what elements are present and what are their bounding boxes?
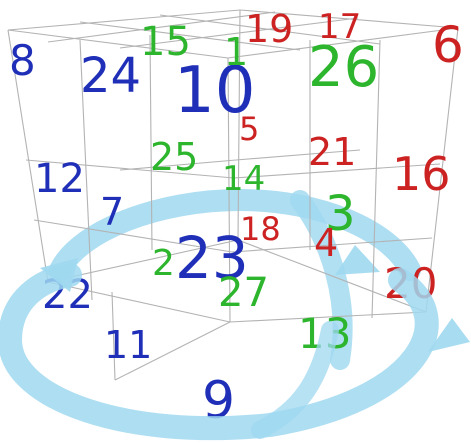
cube-number: 26 xyxy=(308,35,379,100)
cube-number: 17 xyxy=(318,7,361,47)
grid-line xyxy=(114,321,231,381)
cube-number: 27 xyxy=(218,270,269,316)
rotation-arrow-front xyxy=(0,258,470,441)
grid-line xyxy=(33,219,233,253)
rotation-arrowhead xyxy=(428,318,470,352)
grid-line xyxy=(231,237,433,253)
cube-number: 6 xyxy=(432,16,464,74)
grid-line xyxy=(47,11,276,43)
cube-number: 4 xyxy=(314,221,338,265)
cube-number: 16 xyxy=(392,147,451,201)
cube-number: 11 xyxy=(104,323,152,367)
grid-line xyxy=(425,27,459,313)
grid-line xyxy=(7,9,241,31)
grid-line xyxy=(79,39,93,301)
grid-line xyxy=(237,9,241,241)
grid-line xyxy=(233,163,441,179)
cube-number: 8 xyxy=(9,36,36,85)
cube-number: 10 xyxy=(174,54,255,128)
rotation-arrowhead xyxy=(40,258,78,292)
cube-number: 5 xyxy=(239,110,259,148)
cube-number: 14 xyxy=(222,159,265,199)
grid-line xyxy=(235,149,361,161)
cube-number: 24 xyxy=(80,48,141,104)
rotation-arrowhead xyxy=(335,245,380,275)
grid-line xyxy=(149,34,153,251)
grid-line xyxy=(229,311,427,323)
grid-line xyxy=(227,27,459,59)
cube-number: 2 xyxy=(152,243,175,284)
grid-line xyxy=(119,17,359,49)
cube-number: 12 xyxy=(34,156,85,202)
grid-line xyxy=(227,57,231,323)
grid-line xyxy=(7,29,229,59)
grid-line xyxy=(237,239,427,313)
grid-line xyxy=(119,159,237,171)
cube-number: 15 xyxy=(140,19,191,65)
rotation-arrow-band xyxy=(49,188,421,281)
cube-number: 7 xyxy=(100,190,124,234)
rotation-arrow-band xyxy=(251,321,339,439)
cube-number: 18 xyxy=(240,210,281,248)
grid-line xyxy=(47,281,231,323)
grid-line xyxy=(79,21,301,51)
grid-line xyxy=(111,291,116,381)
cube-number: 3 xyxy=(325,186,356,242)
cube-number: 25 xyxy=(150,135,198,179)
cube-number: 23 xyxy=(175,224,249,292)
grid-line xyxy=(371,39,381,319)
grid-line xyxy=(7,29,49,283)
cube-number: 1 xyxy=(224,30,248,74)
cube-grid xyxy=(7,9,459,381)
cube-number: 21 xyxy=(308,130,356,174)
cube-number: 19 xyxy=(245,7,293,51)
rotation-arrow-band xyxy=(0,263,439,441)
